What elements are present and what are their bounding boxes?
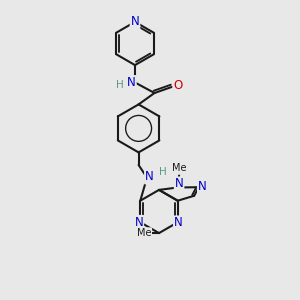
- Text: Me: Me: [172, 163, 186, 173]
- Text: N: N: [198, 180, 207, 193]
- Text: H: H: [159, 167, 167, 177]
- Text: N: N: [130, 15, 140, 28]
- Text: Me: Me: [137, 228, 151, 238]
- Text: N: N: [145, 170, 154, 184]
- Text: O: O: [174, 79, 183, 92]
- Text: N: N: [134, 216, 143, 229]
- Text: N: N: [127, 76, 136, 89]
- Text: H: H: [116, 80, 123, 90]
- Text: N: N: [175, 177, 184, 190]
- Text: N: N: [174, 216, 183, 230]
